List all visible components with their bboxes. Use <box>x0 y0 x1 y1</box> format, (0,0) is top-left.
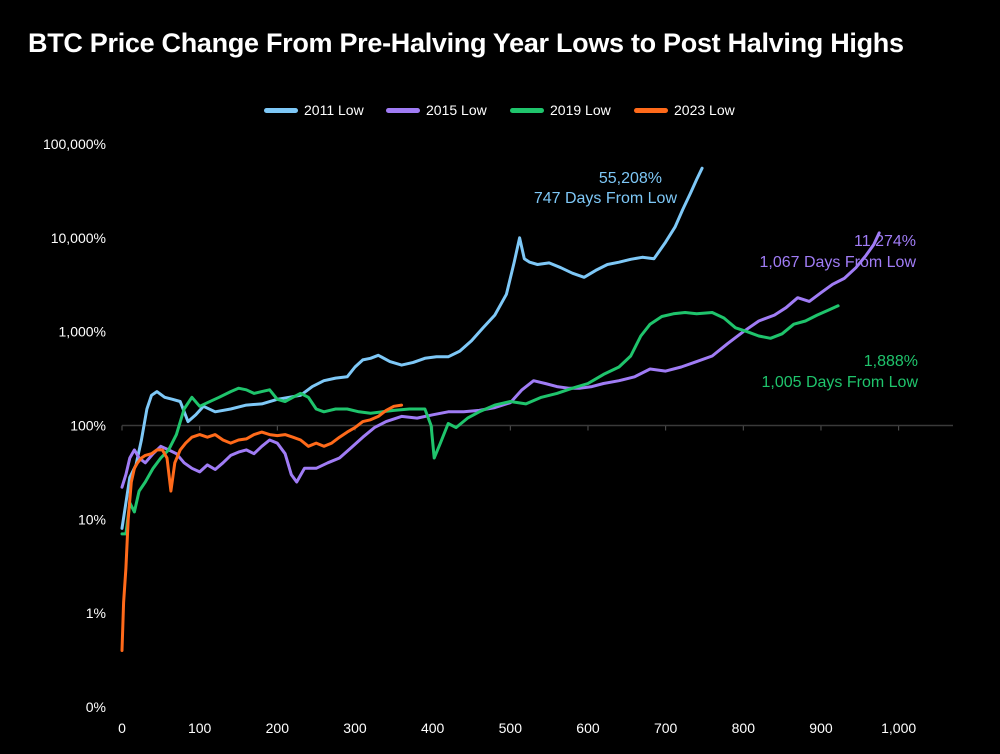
legend-label-2011: 2011 Low <box>304 102 364 118</box>
legend-item-2015[interactable]: 2015 Low <box>386 100 487 120</box>
legend-label-2019: 2019 Low <box>550 102 611 118</box>
series-line-2011 <box>120 166 704 530</box>
y-axis: 0% 1% 10% 100% 1,000% 10,000% 100,000% <box>43 136 106 715</box>
x-tick-label-0: 0 <box>118 720 126 736</box>
x-tick-label-8: 800 <box>732 720 756 736</box>
x-tick-label-9: 900 <box>809 720 833 736</box>
legend-item-2019[interactable]: 2019 Low <box>510 100 611 120</box>
annotation-2015-value: 11,274% <box>854 233 916 250</box>
x-tick-label-3: 300 <box>343 720 367 736</box>
x-tick-label-5: 500 <box>499 720 523 736</box>
x-tick-label-4: 400 <box>421 720 445 736</box>
series-layer <box>120 166 881 652</box>
y-tick-label-6: 100,000% <box>43 136 106 152</box>
legend-label-2023: 2023 Low <box>674 102 735 118</box>
y-tick-label-3: 100% <box>70 418 106 434</box>
y-tick-label-5: 10,000% <box>51 230 106 246</box>
y-tick-label-4: 1,000% <box>59 324 106 340</box>
y-tick-label-2: 10% <box>78 511 106 527</box>
annotations: 55,208% 747 Days From Low 11,274% 1,067 … <box>534 170 919 391</box>
legend-swatch-2023 <box>634 107 668 113</box>
annotation-2019-detail: 1,005 Days From Low <box>761 374 918 391</box>
series-line-2023 <box>120 403 404 652</box>
x-tick-label-6: 600 <box>576 720 600 736</box>
series-line-2019 <box>120 304 840 536</box>
x-tick-label-7: 700 <box>654 720 678 736</box>
y-tick-label-0: 0% <box>86 699 106 715</box>
legend-swatch-2015 <box>386 107 420 113</box>
legend-item-2023[interactable]: 2023 Low <box>634 100 735 120</box>
annotation-2011-detail: 747 Days From Low <box>534 190 678 207</box>
chart-title: BTC Price Change From Pre-Halving Year L… <box>28 28 904 58</box>
annotation-2015-detail: 1,067 Days From Low <box>759 254 916 271</box>
annotation-2019-value: 1,888% <box>864 353 918 370</box>
legend-item-2011[interactable]: 2011 Low <box>264 100 364 120</box>
y-tick-label-1: 1% <box>86 605 106 621</box>
annotation-2011-value: 55,208% <box>599 170 662 187</box>
legend-swatch-2011 <box>264 107 298 113</box>
x-tick-label-1: 100 <box>188 720 212 736</box>
series-line-2015 <box>120 231 881 489</box>
legend-label-2015: 2015 Low <box>426 102 487 118</box>
legend-swatch-2019 <box>510 107 544 113</box>
x-tick-label-2: 200 <box>266 720 290 736</box>
x-tick-label-10: 1,000 <box>881 720 916 736</box>
x-axis: 0 100 200 300 400 500 600 700 800 900 1,000 <box>118 425 916 736</box>
chart-legend: 2011 Low 2015 Low 2019 Low 2023 Low <box>0 100 1000 120</box>
